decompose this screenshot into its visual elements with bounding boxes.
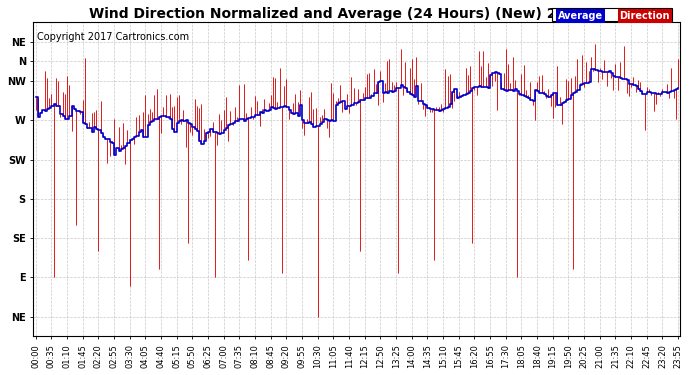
Text: Copyright 2017 Cartronics.com: Copyright 2017 Cartronics.com <box>37 32 189 42</box>
FancyBboxPatch shape <box>552 8 672 21</box>
Text: Direction: Direction <box>620 11 670 21</box>
Title: Wind Direction Normalized and Average (24 Hours) (New) 20170626: Wind Direction Normalized and Average (2… <box>90 7 624 21</box>
Text: Average: Average <box>558 11 602 21</box>
